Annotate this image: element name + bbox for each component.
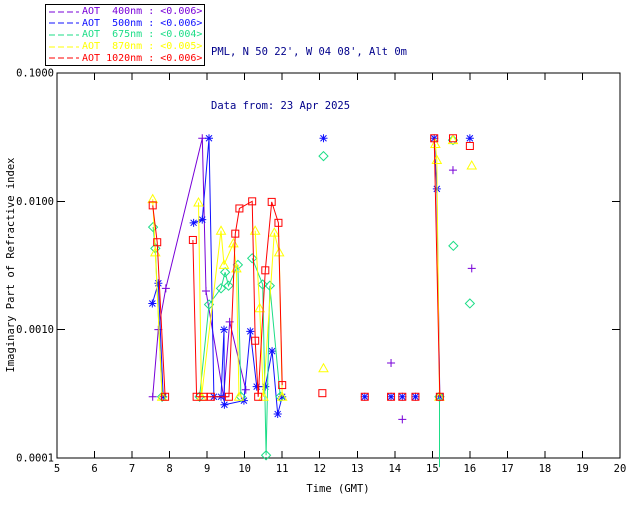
x-axis-title: Time (GMT) <box>306 483 369 495</box>
legend-label: AOT 1020nm : <0.006> <box>82 52 203 64</box>
legend-box: AOT 400nm : <0.006> AOT 500nm : <0.006> AO… <box>45 4 205 66</box>
series-aot-400nm <box>148 134 476 424</box>
x-tick-label: 20 <box>614 463 627 475</box>
x-tick-label: 16 <box>464 463 477 475</box>
legend-item-1: AOT 400nm : <0.006> <box>48 6 202 18</box>
x-tick-label: 9 <box>204 463 210 475</box>
legend-item-4: AOT 870nm : <0.005> <box>48 41 202 53</box>
y-tick-label: 0.1000 <box>16 68 54 80</box>
legend-line-sample <box>49 11 79 13</box>
x-tick-label: 14 <box>388 463 401 475</box>
legend-line-sample <box>49 34 79 36</box>
y-axis-ticks: 0.1000 0.0100 0.0010 0.0001 <box>16 68 620 465</box>
y-axis-title: Imaginary Part of Refractive index <box>5 158 17 373</box>
x-tick-label: 15 <box>426 463 439 475</box>
y-tick-label: 0.0010 <box>16 324 54 336</box>
x-tick-label: 17 <box>501 463 514 475</box>
legend-item-2: AOT 500nm : <0.006> <box>48 18 202 30</box>
series-aot-1020nm <box>148 134 474 401</box>
x-tick-label: 12 <box>313 463 326 475</box>
x-tick-label: 6 <box>91 463 97 475</box>
station-header: PML, N 50 22', W 04 08', Alt 0m Data fro… <box>211 7 407 151</box>
legend-line-sample <box>49 22 79 24</box>
series-aot-675nm <box>147 134 476 468</box>
x-tick-label: 10 <box>238 463 251 475</box>
legend-line-sample <box>49 46 79 48</box>
y-tick-label: 0.0100 <box>16 196 54 208</box>
x-tick-label: 8 <box>166 463 172 475</box>
legend-label: AOT 675nm : <0.004> <box>82 29 203 41</box>
legend-line-sample <box>49 57 79 59</box>
x-tick-label: 18 <box>539 463 552 475</box>
x-axis-ticks: 5 6 7 8 9 10 11 12 13 14 15 16 17 18 19 20 <box>54 73 626 475</box>
x-tick-label: 5 <box>54 463 60 475</box>
station-info: PML, N 50 22', W 04 08', Alt 0m <box>211 46 407 58</box>
series-aot-870nm <box>147 134 478 401</box>
legend-item-5: AOT 1020nm : <0.006> <box>48 52 202 64</box>
x-tick-label: 7 <box>129 463 135 475</box>
x-tick-label: 11 <box>276 463 289 475</box>
plot-frame <box>56 72 621 459</box>
legend-label: AOT 400nm : <0.006> <box>82 6 203 18</box>
y-tick-label: 0.0001 <box>16 453 54 465</box>
series-aot-500nm <box>148 134 474 419</box>
legend-label: AOT 500nm : <0.006> <box>82 17 203 29</box>
data-date: Data from: 23 Apr 2025 <box>211 100 351 112</box>
legend-label: AOT 870nm : <0.005> <box>82 41 203 53</box>
x-tick-label: 19 <box>576 463 589 475</box>
legend-item-3: AOT 675nm : <0.004> <box>48 29 202 41</box>
x-tick-label: 13 <box>351 463 364 475</box>
